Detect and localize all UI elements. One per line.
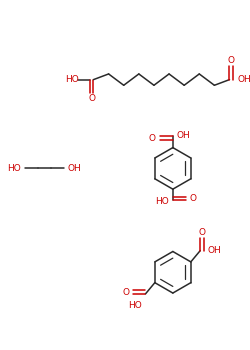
Text: O: O: [190, 194, 197, 203]
Text: OH: OH: [237, 75, 250, 84]
Text: HO: HO: [155, 197, 169, 206]
Text: O: O: [199, 228, 206, 237]
Text: OH: OH: [176, 131, 190, 140]
Text: OH: OH: [208, 246, 222, 255]
Text: O: O: [122, 288, 129, 296]
Text: HO: HO: [8, 164, 21, 173]
Text: O: O: [149, 134, 156, 143]
Text: HO: HO: [65, 75, 78, 84]
Text: O: O: [88, 94, 95, 103]
Text: O: O: [228, 56, 235, 65]
Text: HO: HO: [128, 301, 141, 310]
Text: OH: OH: [68, 164, 82, 173]
